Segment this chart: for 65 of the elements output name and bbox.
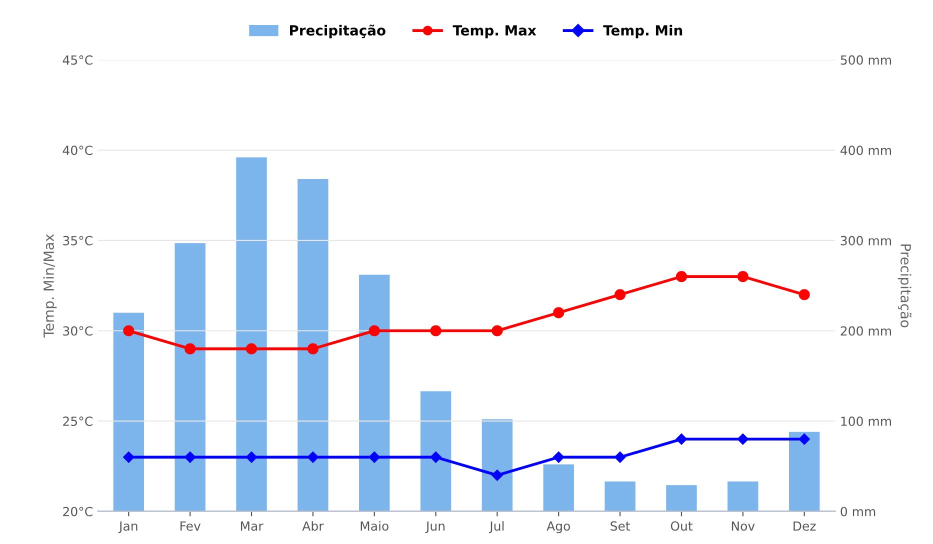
point xyxy=(614,289,626,300)
point xyxy=(307,343,318,354)
y-tick-label: 25°C xyxy=(63,416,92,426)
x-tick-label: Abr xyxy=(302,521,324,531)
point xyxy=(430,452,442,463)
point xyxy=(676,271,688,282)
x-tick-label: Ago xyxy=(546,521,570,534)
bar xyxy=(236,157,267,512)
y-axis-title: Temp. Min/Max xyxy=(43,234,57,338)
point xyxy=(553,307,564,318)
x-tick-label: Maio xyxy=(360,521,388,531)
y2-tick-label: 0 mm xyxy=(840,506,876,516)
point xyxy=(737,434,749,445)
point xyxy=(798,434,810,445)
legend-label: Temp. Max xyxy=(452,25,536,38)
y2-tick-label: 200 mm xyxy=(840,326,892,336)
bar xyxy=(788,432,820,512)
y2-tick-label: 500 mm xyxy=(840,55,892,65)
point xyxy=(492,325,503,336)
bar xyxy=(298,179,328,512)
point xyxy=(492,470,503,481)
x-tick-label: Jul xyxy=(489,521,504,534)
x-tick-label: Fev xyxy=(180,521,201,531)
point xyxy=(368,452,380,463)
bar xyxy=(728,482,758,512)
y-tick-label: 35°C xyxy=(63,236,92,246)
bar xyxy=(420,391,452,512)
point xyxy=(246,452,258,463)
bar xyxy=(174,243,206,512)
point xyxy=(123,325,134,336)
bar xyxy=(543,464,574,512)
point xyxy=(123,452,134,463)
y2-tick-label: 300 mm xyxy=(840,236,892,246)
point xyxy=(246,343,258,354)
bar xyxy=(113,312,144,512)
x-tick-label: Mar xyxy=(240,521,264,531)
point xyxy=(553,452,564,463)
point xyxy=(614,452,626,463)
x-tick-label: Nov xyxy=(732,521,755,531)
y2-axis-title: Precipitação xyxy=(898,244,912,328)
bar xyxy=(359,274,390,512)
x-tick-label: Jan xyxy=(118,521,138,534)
point xyxy=(368,325,380,336)
y-tick-label: 45°C xyxy=(62,55,92,65)
x-tick-label: Set xyxy=(610,521,630,531)
y2-tick-label: 400 mm xyxy=(840,146,892,156)
x-tick-label: Dez xyxy=(794,521,816,531)
x-tick-label: Out xyxy=(670,521,693,531)
point xyxy=(737,271,748,282)
point xyxy=(676,434,688,445)
y-tick-label: 20°C xyxy=(63,506,92,516)
legend-label: Temp. Min xyxy=(603,24,682,38)
bar xyxy=(666,485,697,512)
y-tick-label: 30°C xyxy=(63,326,92,336)
legend-label: Precipitação xyxy=(290,24,386,38)
point xyxy=(184,343,196,354)
y-tick-label: 40°C xyxy=(62,146,92,156)
bar xyxy=(604,482,636,512)
x-tick-label: Jun xyxy=(425,521,444,534)
bar xyxy=(482,419,513,512)
point xyxy=(184,452,196,463)
y2-tick-label: 100 mm xyxy=(841,416,892,426)
point xyxy=(798,289,810,300)
point xyxy=(307,452,319,463)
point xyxy=(430,325,442,336)
